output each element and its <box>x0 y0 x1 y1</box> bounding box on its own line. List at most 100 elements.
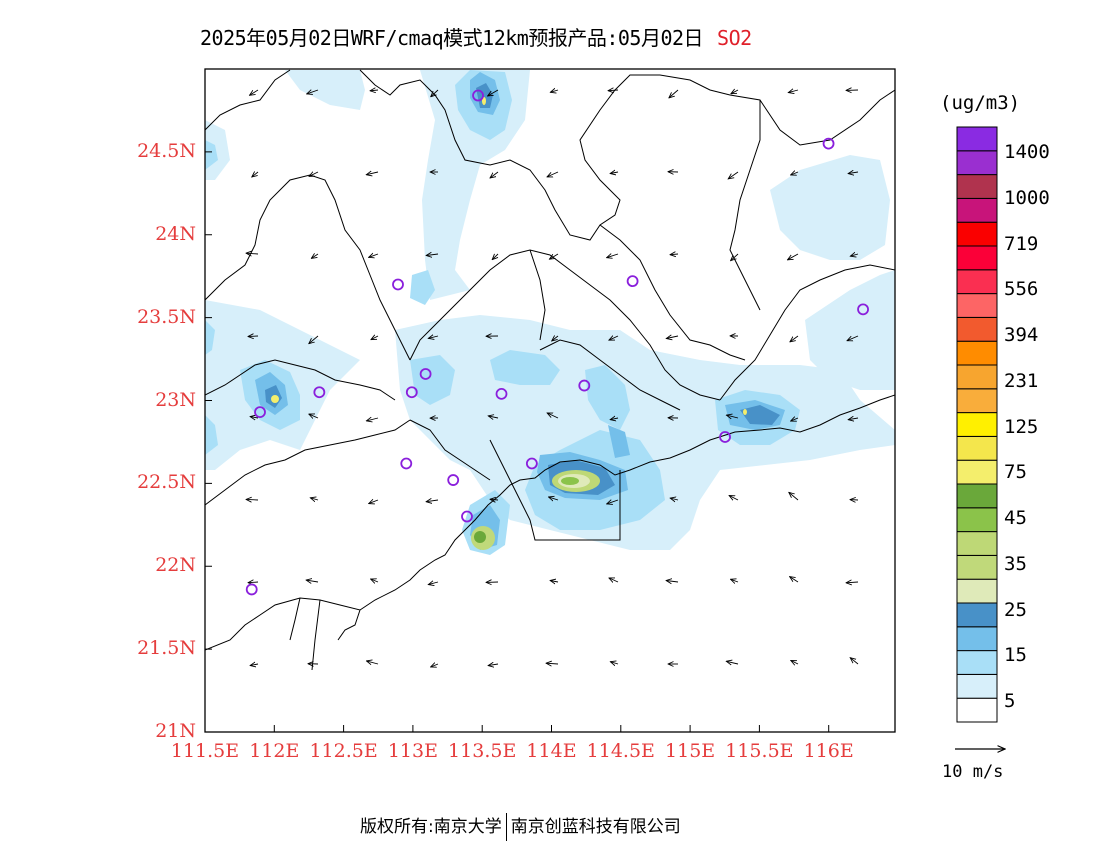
lat-label: 22N <box>155 554 196 577</box>
legend-swatch <box>956 697 998 723</box>
legend-label: 35 <box>1004 552 1027 575</box>
wind-arrow <box>726 661 739 664</box>
wind-arrow <box>850 658 859 665</box>
legend-label: 556 <box>1004 278 1039 301</box>
legend-swatch <box>956 650 998 675</box>
lon-label: 113E <box>387 740 438 762</box>
legend-label: 75 <box>1004 461 1027 484</box>
wind-arrow <box>490 171 499 178</box>
wind-arrow <box>248 336 259 337</box>
wind-arrow <box>428 336 439 338</box>
legend-label: 15 <box>1004 644 1027 667</box>
legend-label: 45 <box>1004 507 1027 529</box>
station-marker[interactable] <box>495 387 508 400</box>
lon-label: 112.5E <box>309 740 378 762</box>
wind-arrow <box>366 418 379 421</box>
wind-arrow <box>610 418 619 420</box>
wind-arrow <box>550 581 559 583</box>
lat-label: 23.5N <box>137 305 196 328</box>
lon-label: 114.5E <box>586 740 655 762</box>
lon-label: 116E <box>803 740 854 762</box>
wind-arrow <box>428 582 439 585</box>
lat-label: 21.5N <box>137 637 196 660</box>
lon-label: 113.5E <box>448 740 517 762</box>
wind-arrow <box>731 253 739 261</box>
station-marker[interactable] <box>313 386 326 399</box>
color-legend <box>956 126 998 723</box>
wind-arrow <box>369 254 379 257</box>
lon-label: 115E <box>665 740 716 762</box>
legend-swatch <box>956 554 998 580</box>
station-marker[interactable] <box>400 457 413 470</box>
wind-arrow <box>309 335 319 344</box>
station-marker[interactable] <box>254 406 266 419</box>
station-marker[interactable] <box>419 368 432 380</box>
wind-arrow <box>311 254 319 258</box>
legend-swatch <box>956 531 998 556</box>
wind-arrow <box>549 497 559 500</box>
station-marker[interactable] <box>719 431 731 443</box>
legend-swatch <box>956 126 998 152</box>
legend-swatch <box>956 412 998 437</box>
wind-arrow <box>307 90 319 94</box>
wind-arrow <box>252 172 259 177</box>
wind-arrow <box>431 664 439 667</box>
legend-swatch <box>956 364 998 390</box>
legend-label: 1000 <box>1004 186 1050 209</box>
wind-arrow <box>250 89 259 95</box>
station-marker[interactable] <box>245 583 258 596</box>
wind-arrow <box>549 253 559 259</box>
wind-arrow <box>791 661 799 665</box>
wind-arrow <box>791 418 799 421</box>
wind-arrow <box>366 172 379 175</box>
wind-arrow <box>610 662 619 664</box>
legend-label: 719 <box>1004 232 1039 255</box>
wind-arrow <box>246 499 259 500</box>
legend-swatch <box>956 316 998 342</box>
copyright-footer: 版权所有:南京大学 南京创蓝科技有限公司 <box>360 812 681 841</box>
wind-arrow <box>248 582 259 583</box>
legend-swatch <box>956 293 998 318</box>
station-marker[interactable] <box>578 379 591 392</box>
pollutant-label: SO2 <box>717 26 752 50</box>
copyright-right: 南京创蓝科技有限公司 <box>510 817 681 837</box>
wind-vectors <box>246 89 859 667</box>
boundary-lines <box>205 69 895 671</box>
station-marker[interactable] <box>461 510 473 523</box>
legend-label: 231 <box>1004 369 1039 392</box>
lat-label: 22.5N <box>137 471 196 494</box>
axis-ticks <box>204 151 830 733</box>
lat-label: 24.5N <box>137 139 196 162</box>
wind-arrow <box>310 498 319 500</box>
station-marker[interactable] <box>857 303 869 316</box>
wind-arrow <box>369 500 379 504</box>
title-text: 2025年05月02日WRF/cmaq模式12km预报产品:05月02日 <box>200 26 704 50</box>
station-marker[interactable] <box>392 278 404 291</box>
legend-swatch <box>956 245 998 271</box>
wind-arrow <box>728 171 739 179</box>
wind-arrow <box>788 90 799 93</box>
wind-arrow <box>666 336 679 339</box>
station-marker[interactable] <box>472 89 484 102</box>
wind-arrow <box>426 500 439 502</box>
wind-arrow <box>789 492 799 501</box>
station-marker[interactable] <box>405 386 418 399</box>
legend-swatch <box>956 388 998 414</box>
wind-arrow <box>371 579 379 582</box>
footer-divider <box>505 813 507 841</box>
province-border <box>205 69 291 131</box>
legend-label: 1400 <box>1004 141 1050 163</box>
wind-arrow <box>488 416 499 418</box>
wind-arrow <box>788 253 799 260</box>
wind-arrow <box>246 253 259 254</box>
station-marker[interactable] <box>447 474 460 486</box>
station-marker[interactable] <box>822 137 835 150</box>
legend-unit: (ug/m3) <box>940 92 1021 114</box>
legend-swatch <box>956 507 998 533</box>
station-marker[interactable] <box>626 275 639 288</box>
wind-arrow <box>488 664 499 666</box>
legend-label: 5 <box>1004 690 1016 712</box>
station-marker[interactable] <box>525 457 538 470</box>
lat-label: 24N <box>155 222 196 245</box>
